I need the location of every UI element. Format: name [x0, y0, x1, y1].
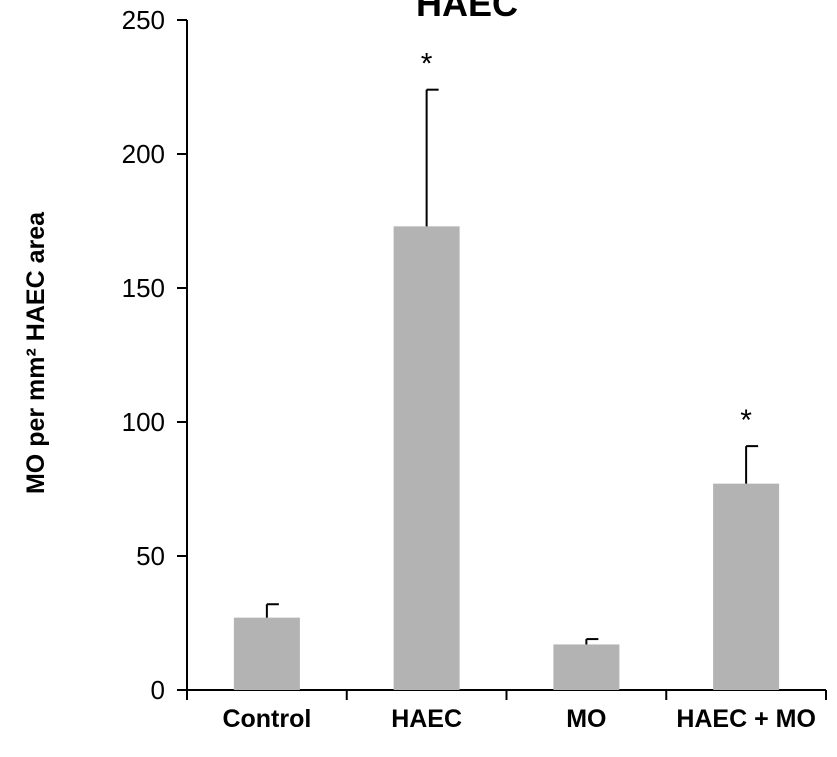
bar — [713, 483, 780, 690]
x-category-label: HAEC + MO — [676, 705, 816, 733]
chart-title: HAEC — [416, 0, 518, 24]
y-tick-label: 200 — [122, 139, 165, 169]
bar — [553, 644, 620, 690]
x-category-label: Control — [222, 705, 311, 733]
x-category-label: MO — [566, 705, 606, 733]
y-tick-label: 250 — [122, 5, 165, 35]
significance-marker: * — [740, 404, 752, 437]
plot-area: 0 50 100 150 200 250 Control * HAEC MO * HAEC + MO — [122, 5, 827, 733]
y-tick-label: 150 — [122, 273, 165, 303]
y-tick-label: 0 — [151, 675, 165, 705]
y-tick-label: 100 — [122, 407, 165, 437]
x-category-label: HAEC — [391, 705, 462, 733]
significance-marker: * — [421, 48, 433, 81]
y-axis-label: MO per mm² HAEC area — [22, 211, 50, 494]
bar — [393, 226, 460, 691]
y-tick-label: 50 — [136, 541, 165, 571]
bar — [233, 617, 300, 690]
